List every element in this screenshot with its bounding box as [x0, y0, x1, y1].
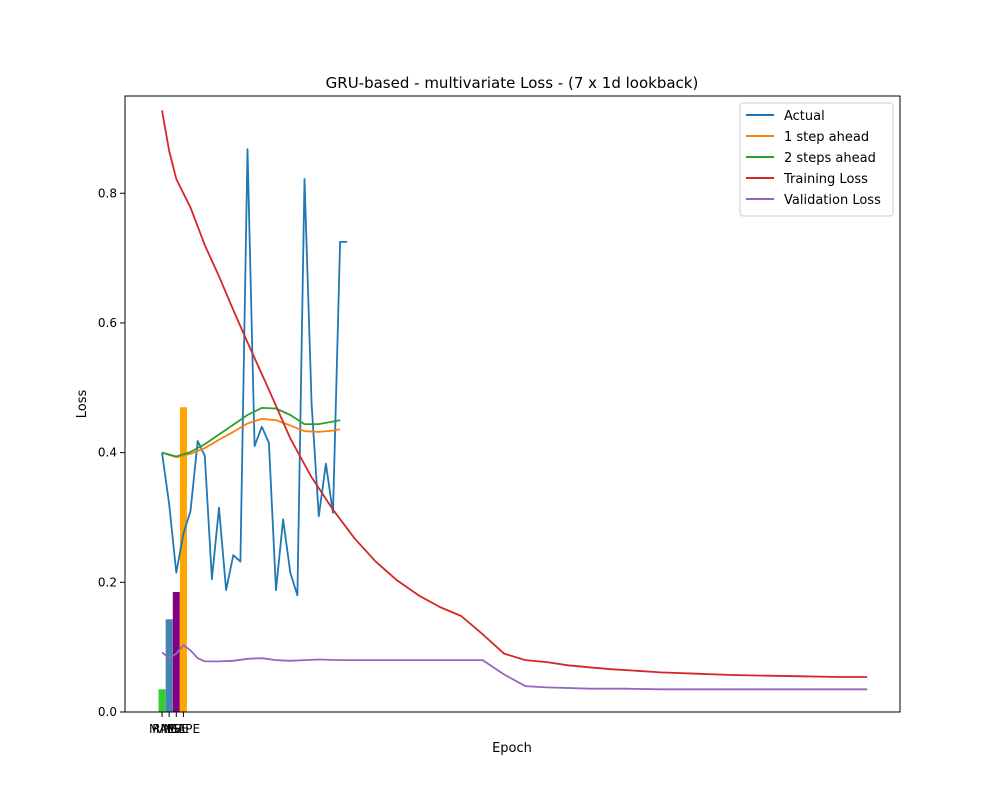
- plot-frame: [124, 95, 901, 713]
- series-line-1-step-ahead: [161, 417, 341, 459]
- plot-area: [158, 110, 868, 712]
- series-line-2-steps-ahead: [161, 406, 341, 458]
- x-tick-label: MSE: [164, 722, 190, 736]
- legend-label: Actual: [784, 109, 825, 124]
- y-axis-label: Loss: [75, 390, 90, 419]
- series-line-training-loss: [161, 110, 868, 678]
- legend-label: Training Loss: [783, 172, 868, 187]
- x-axis-label: Epoch: [492, 741, 532, 756]
- legend-label: 2 steps ahead: [784, 151, 876, 166]
- bar-mape: [179, 407, 187, 712]
- x-tick-label: RMSE: [152, 722, 186, 736]
- bar-rmse: [165, 619, 173, 712]
- y-tick-label: 0.2: [98, 575, 117, 589]
- legend: Actual 1 step ahead 2 steps ahead Training …: [739, 102, 894, 217]
- series-line-actual: [161, 148, 348, 597]
- series-line-validation-loss: [161, 644, 868, 691]
- y-tick-label: 0.4: [98, 446, 117, 460]
- bar-mae: [158, 689, 166, 712]
- y-tick-label: 0.8: [98, 186, 117, 200]
- y-tick-label: 0.0: [98, 705, 117, 719]
- x-tick-label: MAPE: [167, 722, 200, 736]
- y-tick-label: 0.6: [98, 316, 117, 330]
- legend-label: Validation Loss: [784, 193, 881, 208]
- chart-title: GRU-based - multivariate Loss - (7 x 1d …: [326, 74, 699, 92]
- bar-mse: [172, 592, 180, 712]
- x-tick-label: MAE: [149, 722, 175, 736]
- legend-box: [739, 102, 894, 217]
- legend-label: 1 step ahead: [784, 130, 869, 145]
